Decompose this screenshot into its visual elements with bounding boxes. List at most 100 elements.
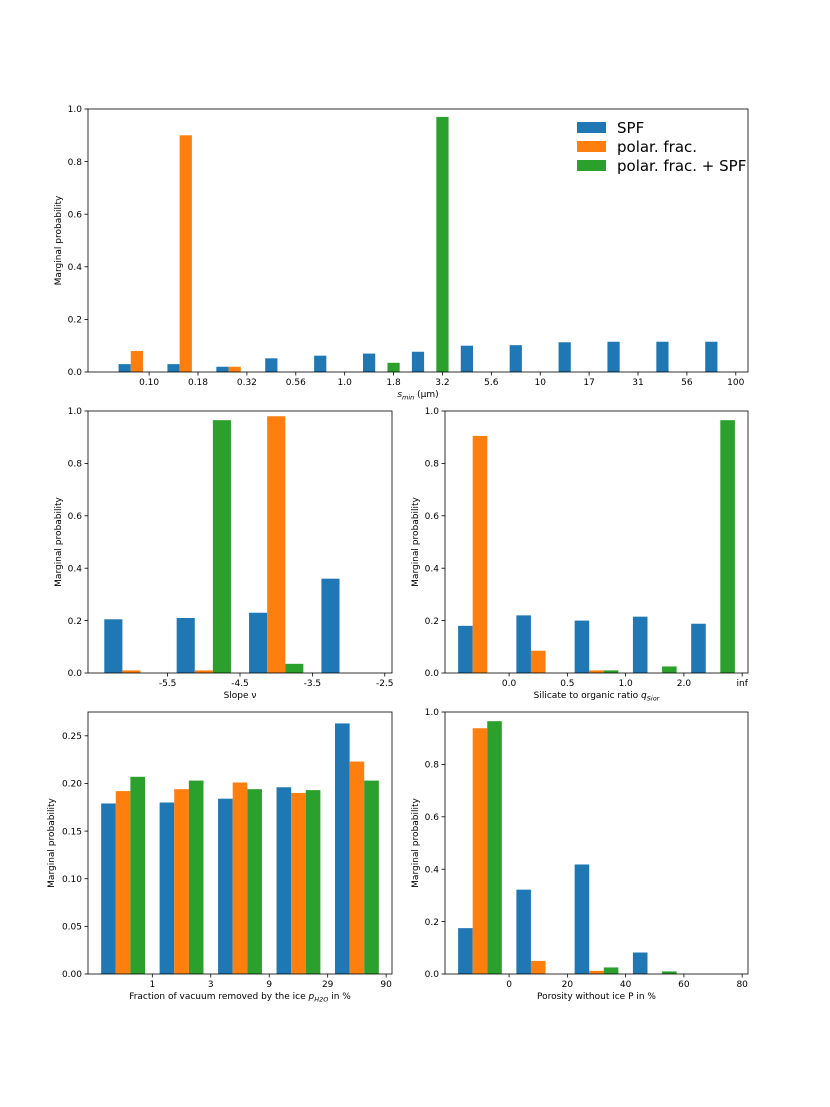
bar-ph2o-s1-2 [232,782,248,974]
xtick-label-smin-12: 100 [727,378,744,388]
chart-smin: 0.0 0.2 0.4 0.6 0.8 1.0 0.10 0.18 0.32 0.56 1.0 1.8… [54,105,749,402]
bar-ph2o-s0-0 [101,803,116,974]
ylabel-porosity: Marginal probability [411,798,421,888]
ytick-label-porosity-5: 1.0 [425,708,440,718]
bar-porosity-s0-0 [458,928,473,974]
bar-qsior-s1-1 [530,650,546,673]
bar-slope-s0-1 [176,617,195,673]
xtick-label-porosity-2: 40 [620,980,632,990]
legend-label-2: polar. frac. + SPF [617,157,746,175]
ytick-label-porosity-0: 0.0 [425,970,440,980]
ytick-label-porosity-2: 0.4 [425,865,440,875]
bar-smin-s0-9 [558,342,571,372]
bar-ph2o-s1-0 [115,791,131,974]
bar-porosity-s0-3 [632,952,648,974]
xtick-label-smin-5: 1.8 [386,378,401,388]
ytick-label-smin-5: 1.0 [68,105,83,115]
axes-frame-porosity [444,711,749,975]
ytick-label-porosity-1: 0.2 [425,918,439,928]
axes-frame-qsior [444,410,749,674]
ytick-label-porosity-4: 0.8 [425,761,440,771]
bar-porosity-s2-0 [487,721,502,974]
axes-frame-slope [87,410,393,674]
bar-slope-s1-2 [267,416,286,673]
ytick-label-slope-0: 0.0 [68,669,83,679]
bar-slope-s0-2 [249,612,268,673]
bar-smin-s1-1 [179,135,192,372]
bar-porosity-s0-1 [516,889,531,974]
legend-swatch-2 [577,160,606,171]
bar-porosity-s0-2 [574,864,590,974]
xtick-label-smin-9: 17 [583,378,594,388]
xtick-label-porosity-0: 0 [506,980,512,990]
legend-label-1: polar. frac. [617,138,697,156]
bar-porosity-s1-0 [472,728,488,974]
bar-porosity-s2-3 [662,971,677,974]
bar-porosity-s2-2 [603,967,619,974]
bar-ph2o-s0-3 [276,787,292,974]
bar-smin-s0-0 [118,364,131,372]
ytick-label-slope-1: 0.2 [68,617,82,627]
xtick-label-qsior-3: 2.0 [677,679,692,689]
bar-slope-s2-2 [285,663,304,673]
xtick-label-smin-4: 1.0 [338,378,353,388]
bar-qsior-s0-3 [632,616,648,673]
xtick-label-slope-3: -2.5 [376,679,394,689]
bar-qsior-s1-0 [472,435,488,673]
xtick-label-ph2o-1: 3 [208,980,214,990]
ylabel-ph2o: Marginal probability [47,798,57,888]
ytick-label-ph2o-5: 0.25 [62,732,82,742]
ytick-label-slope-4: 0.8 [68,460,83,470]
ytick-label-ph2o-2: 0.10 [62,875,82,885]
xtick-label-porosity-4: 80 [736,980,748,990]
xtick-label-qsior-2: 1.0 [618,679,633,689]
legend-swatch-1 [577,141,606,152]
xtick-label-ph2o-4: 90 [380,980,392,990]
bar-ph2o-s2-0 [130,776,145,974]
xtick-label-ph2o-2: 9 [266,980,272,990]
ytick-label-smin-4: 0.8 [68,158,83,168]
bar-smin-s0-5 [363,353,376,372]
chart-porosity: 0.0 0.2 0.4 0.6 0.8 1.0 0 20 40 60 80 Marginal prob… [411,708,749,1002]
bar-ph2o-s2-2 [247,789,262,974]
ytick-label-slope-3: 0.6 [68,512,83,522]
ytick-label-qsior-4: 0.8 [425,460,440,470]
bar-slope-s0-0 [104,619,123,673]
ytick-label-slope-5: 1.0 [68,407,83,417]
bar-smin-s0-3 [265,358,278,372]
bar-ph2o-s2-3 [305,790,321,974]
bar-slope-s1-1 [194,670,213,673]
xtick-label-qsior-0: 0.0 [502,679,517,689]
legend-label-0: SPF [617,119,644,137]
ytick-label-qsior-5: 1.0 [425,407,440,417]
bar-smin-s1-0 [130,350,143,372]
chart-slope: 0.0 0.2 0.4 0.6 0.8 1.0 -5.5 -4.5 -3.5 -2.5 Margin… [54,407,394,701]
xtick-label-slope-2: -3.5 [304,679,322,689]
xlabel-ph2o: Fraction of vacuum removed by the ice pH… [129,992,351,1004]
xlabel-smin: smin (μm) [397,390,438,402]
bar-qsior-s0-1 [516,615,531,673]
bar-smin-s0-12 [705,341,718,372]
ytick-label-smin-1: 0.2 [68,316,82,326]
ytick-label-ph2o-4: 0.20 [62,780,82,790]
bar-smin-s0-11 [656,341,669,372]
xtick-label-smin-7: 5.6 [484,378,499,388]
xlabel-slope: Slope ν [224,691,257,701]
bar-smin-s0-6 [411,351,425,372]
bar-smin-s2-1 [436,116,449,372]
bar-ph2o-s1-4 [349,761,365,974]
bar-smin-s0-2 [216,366,229,372]
xtick-label-smin-6: 3.2 [435,378,449,388]
bar-smin-s0-4 [314,355,327,372]
axes-frame-ph2o [87,711,393,975]
bar-qsior-s0-4 [691,623,706,673]
xtick-label-smin-11: 56 [681,378,693,388]
legend-swatch-0 [577,122,606,133]
bar-slope-s0-3 [321,578,340,673]
bar-ph2o-s1-1 [174,789,189,974]
xtick-label-ph2o-3: 29 [322,980,334,990]
bar-qsior-s1-2 [589,670,604,673]
xtick-label-porosity-1: 20 [562,980,574,990]
